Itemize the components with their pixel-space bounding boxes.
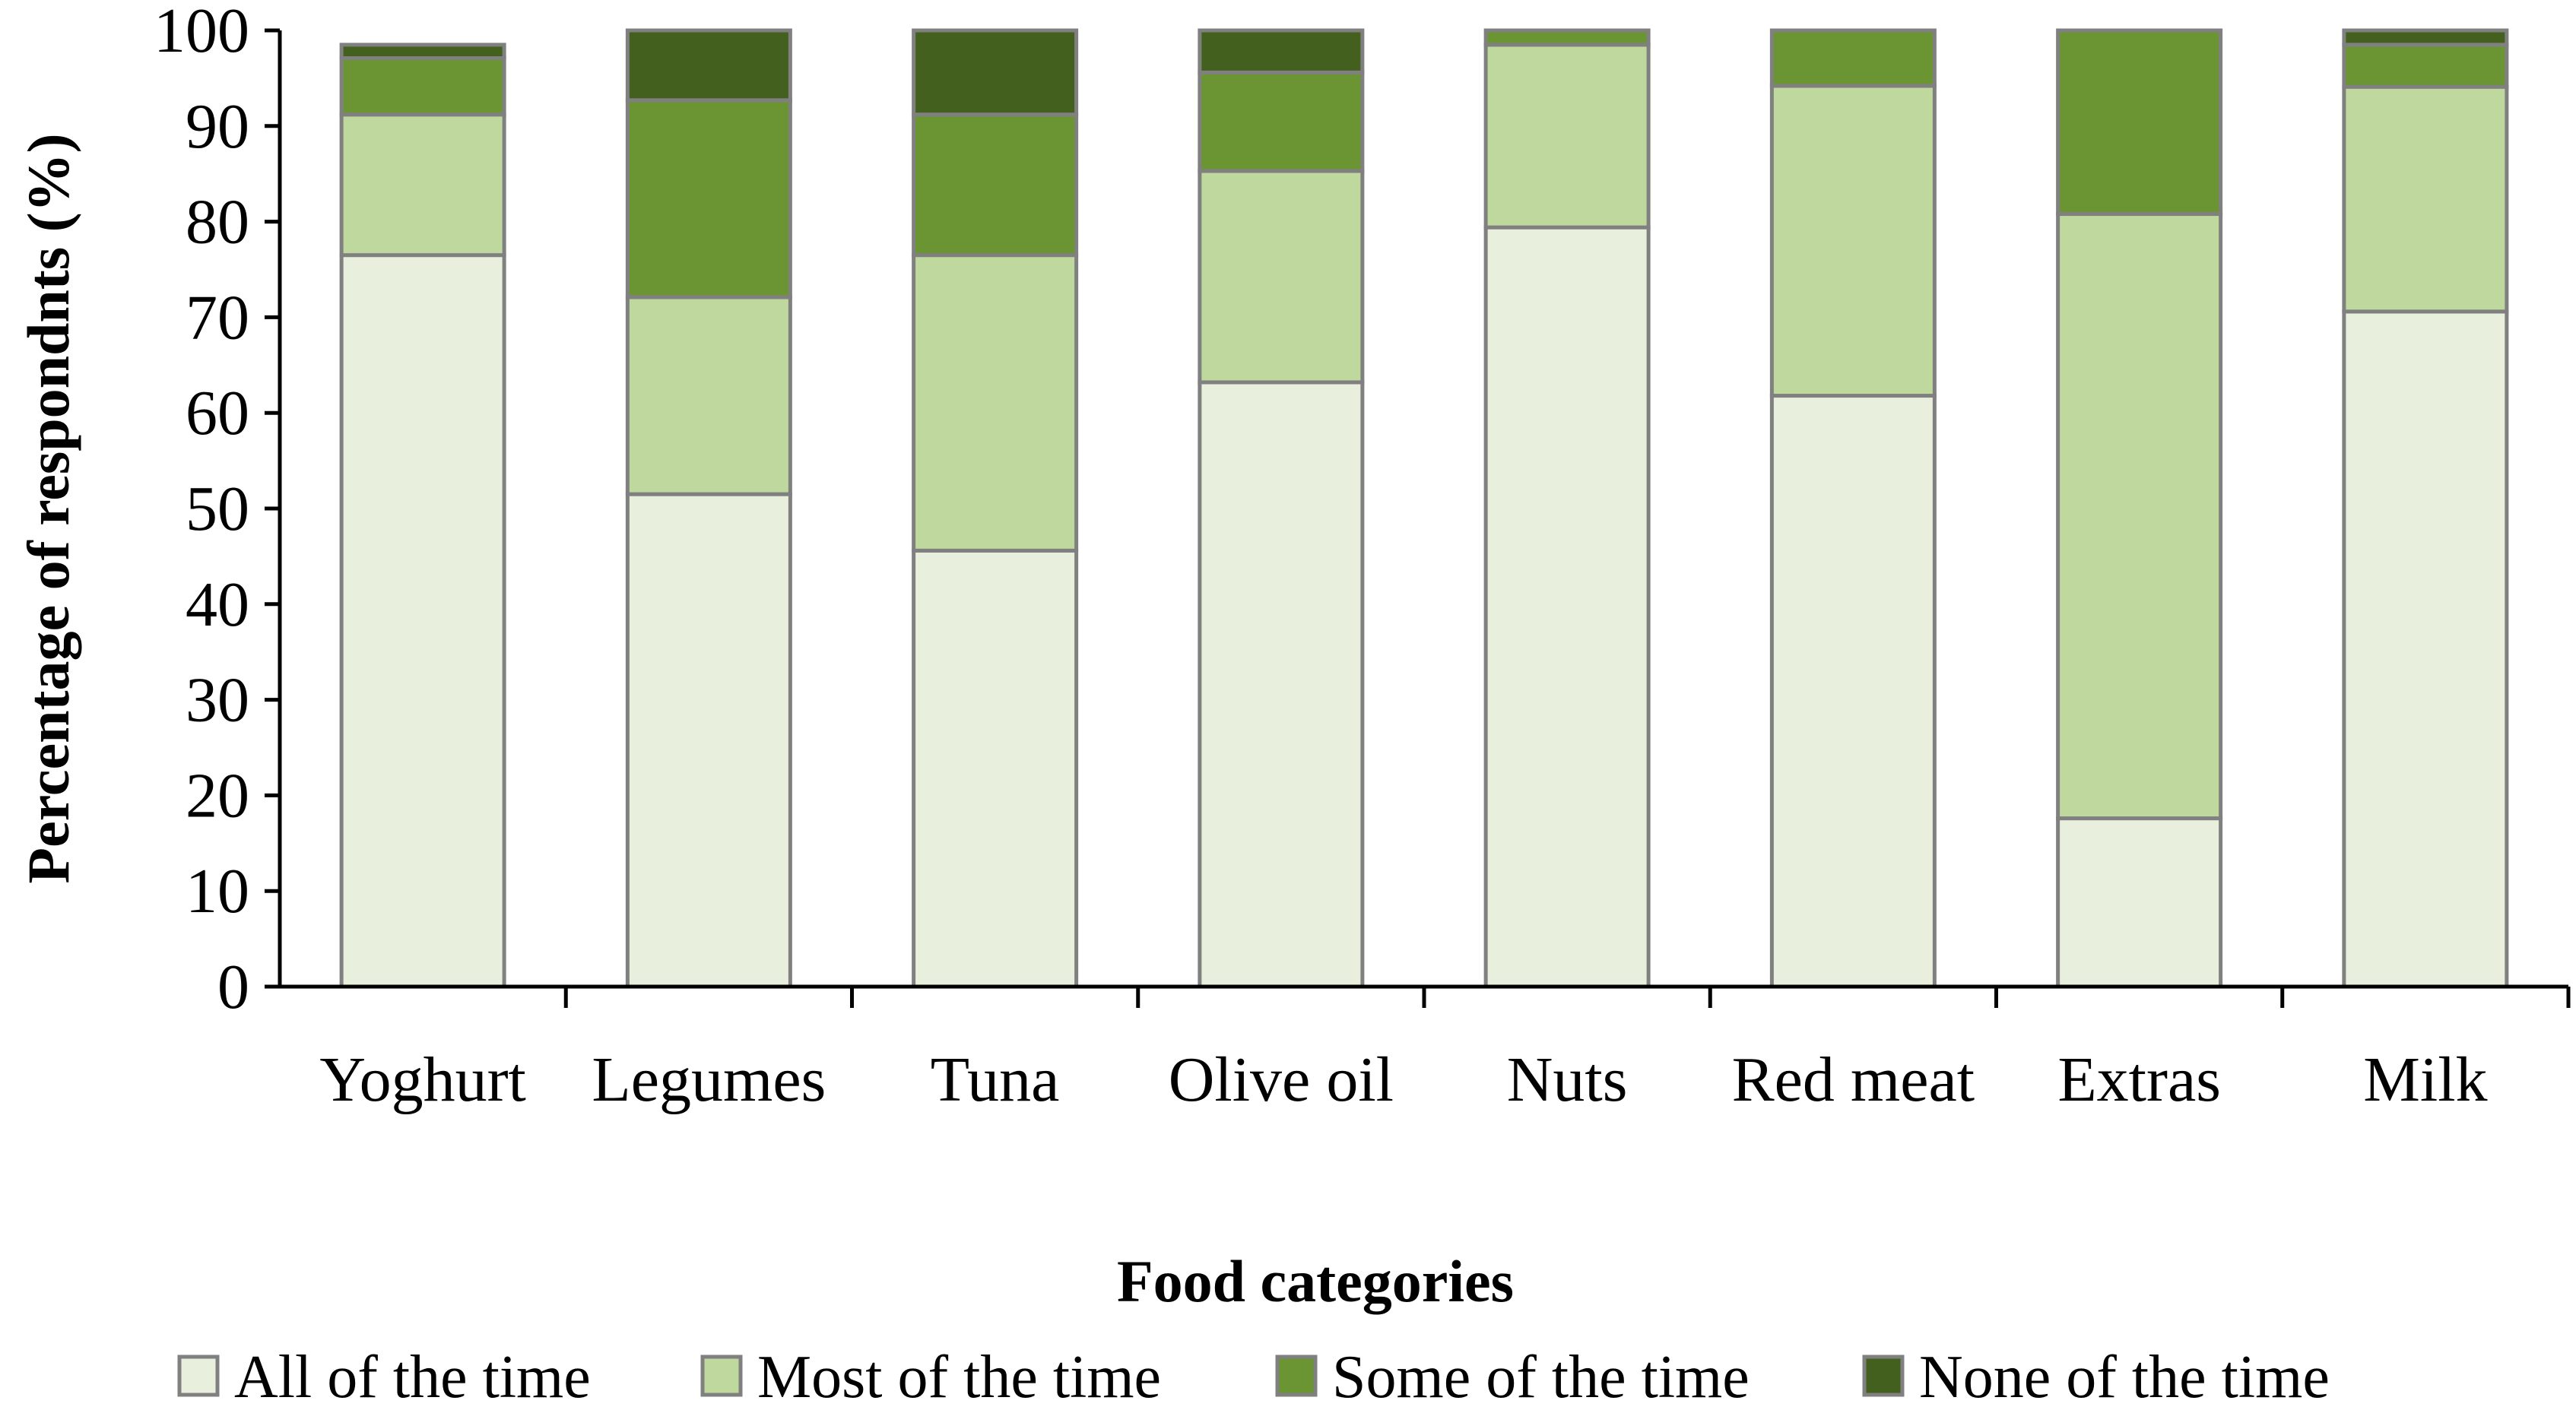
y-tick-label: 100 bbox=[154, 0, 249, 66]
bar-legumes-all-of-the-time bbox=[625, 492, 792, 989]
legend-swatch-none-of-the-time bbox=[1862, 1355, 1905, 1397]
legend-label-some-of-the-time: Some of the time bbox=[1332, 1344, 1750, 1410]
x-axis-title: Food categories bbox=[1117, 1248, 1514, 1314]
y-tick-label: 0 bbox=[217, 952, 249, 1022]
axes-layer bbox=[278, 30, 2568, 989]
y-tick-label: 90 bbox=[186, 91, 249, 162]
x-category-label-olive-oil: Olive oil bbox=[1169, 1044, 1394, 1115]
bar-milk-none-of-the-time bbox=[2342, 28, 2509, 47]
bar-extras-some-of-the-time bbox=[2056, 28, 2223, 217]
x-category-label-yoghurt: Yoghurt bbox=[319, 1044, 526, 1115]
bar-red-meat-most-of-the-time bbox=[1769, 84, 1937, 398]
bar-tuna-none-of-the-time bbox=[912, 28, 1079, 117]
bar-olive-oil-some-of-the-time bbox=[1198, 70, 1365, 173]
y-tick-label: 60 bbox=[186, 378, 249, 448]
bar-red-meat-all-of-the-time bbox=[1769, 394, 1937, 989]
bar-yoghurt-all-of-the-time bbox=[339, 253, 506, 989]
bar-legumes-some-of-the-time bbox=[625, 98, 792, 299]
x-category-label-legumes: Legumes bbox=[592, 1044, 826, 1115]
bar-milk-some-of-the-time bbox=[2342, 43, 2509, 89]
bar-yoghurt-none-of-the-time bbox=[339, 43, 506, 60]
x-category-label-nuts: Nuts bbox=[1507, 1044, 1628, 1115]
bar-nuts-all-of-the-time bbox=[1483, 225, 1651, 989]
bar-olive-oil-none-of-the-time bbox=[1198, 28, 1365, 74]
bar-red-meat-some-of-the-time bbox=[1769, 28, 1937, 88]
y-tick-label: 30 bbox=[186, 665, 249, 736]
y-axis-title: Percentage of respondnts (%) bbox=[15, 133, 81, 883]
bar-milk-most-of-the-time bbox=[2342, 84, 2509, 314]
x-category-label-red-meat: Red meat bbox=[1732, 1044, 1975, 1115]
bar-milk-all-of-the-time bbox=[2342, 309, 2509, 989]
y-tick-label: 70 bbox=[186, 282, 249, 353]
y-tick-label: 50 bbox=[186, 474, 249, 544]
x-category-label-milk: Milk bbox=[2363, 1044, 2487, 1115]
bar-yoghurt-some-of-the-time bbox=[339, 55, 506, 117]
y-tick-label: 20 bbox=[186, 760, 249, 831]
bar-yoghurt-most-of-the-time bbox=[339, 112, 506, 258]
legend-swatch-most-of-the-time bbox=[700, 1355, 743, 1397]
bar-tuna-all-of-the-time bbox=[912, 548, 1079, 989]
bar-olive-oil-all-of-the-time bbox=[1198, 380, 1365, 989]
bar-legumes-none-of-the-time bbox=[625, 28, 792, 103]
legend-label-most-of-the-time: Most of the time bbox=[757, 1344, 1161, 1410]
legend-swatch-some-of-the-time bbox=[1275, 1355, 1318, 1397]
bar-legumes-most-of-the-time bbox=[625, 295, 792, 496]
bar-nuts-most-of-the-time bbox=[1483, 43, 1651, 230]
x-category-label-tuna: Tuna bbox=[931, 1044, 1060, 1115]
y-tick-label: 10 bbox=[186, 856, 249, 927]
bar-tuna-some-of-the-time bbox=[912, 112, 1079, 258]
y-tick-label: 80 bbox=[186, 187, 249, 258]
bar-nuts-some-of-the-time bbox=[1483, 28, 1651, 47]
bars-layer bbox=[339, 28, 2509, 989]
legend-label-all-of-the-time: All of the time bbox=[234, 1344, 591, 1410]
bar-extras-all-of-the-time bbox=[2056, 816, 2223, 989]
y-tick-label: 40 bbox=[186, 569, 249, 640]
bar-olive-oil-most-of-the-time bbox=[1198, 169, 1365, 385]
bar-tuna-most-of-the-time bbox=[912, 253, 1079, 553]
legend-label-none-of-the-time: None of the time bbox=[1919, 1344, 2330, 1410]
bar-extras-most-of-the-time bbox=[2056, 212, 2223, 821]
x-category-label-extras: Extras bbox=[2057, 1044, 2221, 1115]
y-axis-ticks: 0 10 20 30 40 50 60 70 80 90 100 bbox=[154, 0, 280, 1022]
legend: All of the time Most of the time Some of t… bbox=[177, 1344, 2330, 1410]
x-axis-category-labels: Yoghurt Legumes Tuna Olive oil Nuts Red meat E… bbox=[319, 987, 2571, 1115]
legend-swatch-all-of-the-time bbox=[177, 1355, 220, 1397]
